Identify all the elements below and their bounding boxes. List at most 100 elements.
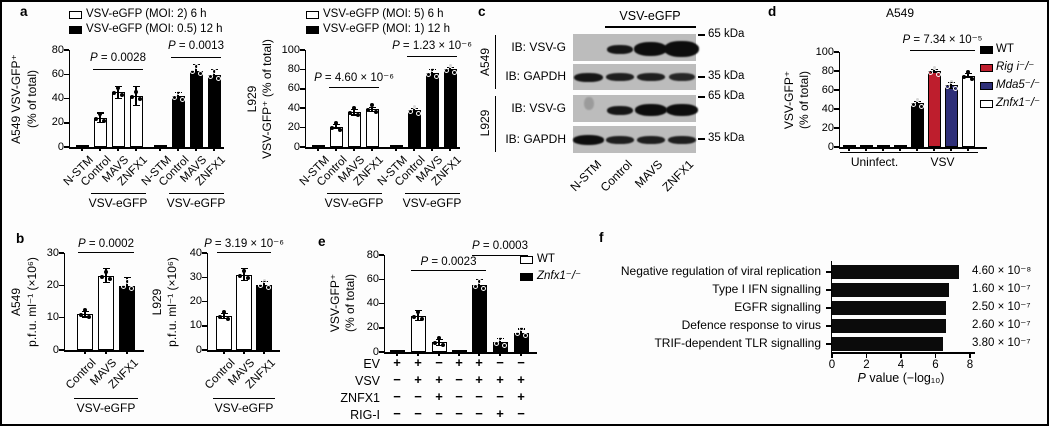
error-cap [240, 280, 248, 282]
bar [842, 145, 856, 147]
category-tick [826, 271, 831, 273]
blot-header-label: VSV-eGFP [619, 9, 681, 23]
marker-tick [697, 34, 705, 36]
data-point [927, 69, 933, 75]
error-cap [132, 85, 140, 87]
error-bar [413, 108, 415, 113]
error-bar [126, 277, 128, 295]
data-point [480, 285, 486, 291]
x-tick [81, 147, 83, 151]
y-tick [833, 146, 839, 148]
x-tick [916, 147, 918, 151]
y-axis [838, 52, 840, 147]
group-label: VSV-eGFP [402, 196, 462, 210]
y-axis [68, 50, 70, 147]
x-axis [830, 352, 975, 354]
value-label: 1.60 × 10⁻⁷ [972, 283, 1031, 295]
bar [153, 145, 167, 147]
blot-band [665, 104, 698, 116]
x-tick [520, 352, 522, 356]
data-point [102, 118, 106, 123]
x-tick [499, 352, 501, 356]
pvalue-label: P = 0.0013 [168, 40, 224, 52]
error-bar [105, 268, 107, 283]
x-tick [934, 353, 937, 358]
matrix-sign: + [517, 389, 525, 404]
x-axis [838, 147, 987, 149]
matrix-sign: + [435, 372, 443, 387]
data-point [138, 97, 142, 102]
error-cap [210, 80, 218, 83]
x-tick [933, 147, 935, 151]
x-tick [126, 350, 128, 354]
y-axis [830, 261, 832, 354]
x-tick [317, 147, 319, 151]
error-bar [967, 73, 969, 78]
y-tick [378, 254, 384, 256]
data-point [179, 96, 185, 102]
y-tick [378, 278, 384, 280]
legend-swatch [520, 273, 533, 281]
x-tick-label: 2 [863, 359, 870, 371]
data-point [189, 69, 195, 75]
error-cap [414, 319, 422, 322]
data-point [175, 89, 181, 95]
matrix-row-label: VSV [354, 374, 380, 388]
bar [389, 145, 403, 147]
value-label: 2.50 × 10⁻⁷ [972, 301, 1031, 313]
error-bar [371, 107, 373, 112]
error-cap [332, 124, 340, 126]
data-point [98, 111, 102, 116]
y-tick-label: 80 [821, 64, 834, 77]
y-tick-label: 20 [189, 295, 202, 307]
error-bar [417, 310, 419, 321]
panel-label-b: b [16, 231, 25, 246]
data-point [83, 308, 87, 313]
data-point [472, 283, 478, 289]
category-tick [826, 289, 831, 291]
legend-label: Znfx1⁻/⁻ [537, 270, 582, 282]
group-underline [213, 398, 275, 400]
error-bar [177, 92, 179, 100]
x-tick [213, 147, 215, 151]
error-bar [438, 339, 440, 346]
pvalue-label: P = 7.34 × 10⁻⁵ [902, 34, 983, 46]
matrix-row-label: RIG-I [350, 408, 380, 422]
chart-title: A549 [885, 6, 915, 20]
legend-label: VSV-eGFP (MOI: 0.5) 12 h [86, 23, 223, 35]
x-tick [263, 350, 265, 354]
error-cap [350, 114, 358, 116]
x-tick [969, 353, 971, 358]
y-tick-label: 20 [821, 121, 834, 134]
x-tick [105, 350, 107, 354]
data-point [108, 276, 112, 281]
y-tick [201, 349, 207, 351]
error-cap [332, 127, 340, 130]
data-point [112, 91, 116, 96]
x-tick-label: 6 [932, 359, 939, 371]
error-bar [99, 113, 101, 123]
y-tick [378, 327, 384, 329]
y-tick-label: 10 [189, 319, 202, 332]
category-tick [826, 325, 831, 327]
error-bar [84, 311, 86, 318]
blot-band [667, 135, 696, 144]
data-point [79, 313, 83, 318]
data-point [420, 316, 424, 321]
error-cap [220, 317, 228, 320]
matrix-row-label: EV [363, 357, 380, 371]
x-tick-label: 0 [828, 359, 836, 371]
matrix-sign: + [435, 389, 443, 404]
data-point [522, 333, 528, 339]
legend-label: VSV-eGFP (MOI: 5) 6 h [323, 8, 444, 20]
error-cap [260, 286, 268, 289]
bar [451, 350, 467, 352]
legend-label: VSV-eGFP (MOI: 1) 12 h [323, 23, 450, 35]
pvalue-line [329, 87, 379, 89]
data-point [918, 103, 924, 109]
category-label: Type I IFN signalling [712, 281, 821, 296]
y-tick [63, 122, 69, 124]
y-tick-label: 0 [293, 140, 300, 153]
data-point [94, 116, 98, 121]
